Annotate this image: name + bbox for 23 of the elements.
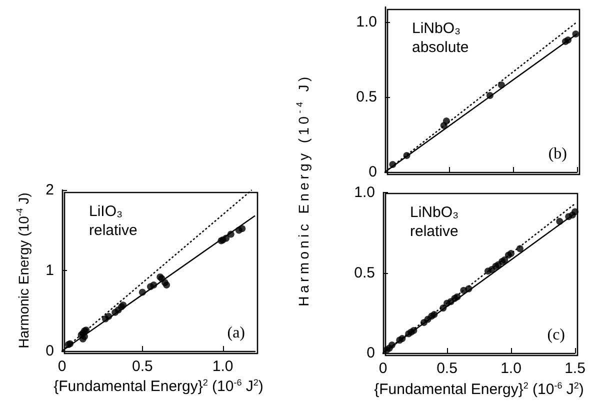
annotation: (b) bbox=[548, 146, 567, 162]
y-tick-label: 0.5 bbox=[356, 88, 377, 106]
y-tick-label: 1 bbox=[46, 262, 54, 279]
annotation: (c) bbox=[547, 326, 566, 344]
y-tick-label: 0.5 bbox=[354, 264, 375, 282]
y-tick-label: 0 bbox=[46, 342, 54, 360]
annotation: LiIO₃ relative bbox=[89, 203, 138, 239]
x-tick-label: 1.0 bbox=[500, 360, 522, 377]
x-tick-label: 0 bbox=[58, 358, 66, 375]
y-tick-label: 1.0 bbox=[356, 14, 377, 30]
y-tick-label: 0 bbox=[366, 344, 375, 362]
annotation: LiNbO₃ relative bbox=[410, 204, 459, 240]
x-tick-label: 0.5 bbox=[436, 360, 458, 377]
x-tick-label: 0 bbox=[378, 360, 388, 377]
x-tick-label: 1.0 bbox=[212, 358, 234, 375]
x-tick-label: 0.5 bbox=[132, 358, 153, 375]
y-tick-label: 2 bbox=[46, 182, 54, 198]
x-tick-label: 1.5 bbox=[564, 360, 586, 377]
y-tick-label: 0 bbox=[368, 164, 377, 180]
annotation: LiNbO₃ absolute bbox=[412, 20, 469, 56]
y-axis-title: Harmonic Energy (10-4 J) bbox=[14, 192, 32, 348]
annotation: (a) bbox=[227, 324, 246, 342]
y-tick-label: 1.0 bbox=[354, 184, 375, 201]
